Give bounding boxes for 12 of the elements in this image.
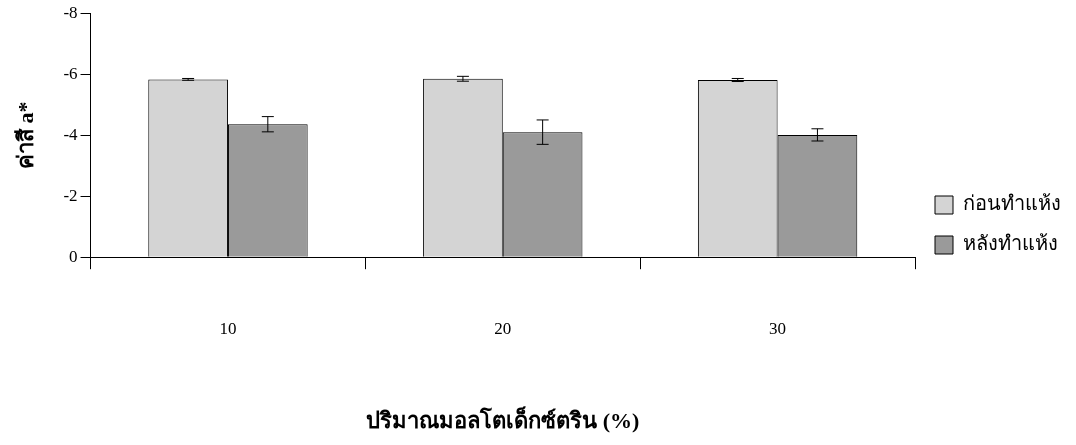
x-tick-label: 30 (769, 318, 787, 338)
y-tick-label: -2 (63, 185, 78, 205)
y-tick-label: -6 (63, 63, 78, 83)
x-axis-title: ปริมาณมอลโตเด็กซ์ตริน (%) (366, 406, 640, 434)
x-tick-label: 10 (219, 318, 237, 338)
y-tick-label: 0 (69, 246, 78, 266)
legend-label: หลังทำแห้ง (963, 232, 1058, 255)
x-tick-label: 20 (494, 318, 512, 338)
y-tick-label: -8 (63, 2, 78, 22)
y-tick-label: -4 (63, 124, 79, 144)
legend-label: ก่อนทำแห้ง (963, 192, 1061, 215)
y-axis-title: ค่าสี a* (12, 101, 38, 169)
